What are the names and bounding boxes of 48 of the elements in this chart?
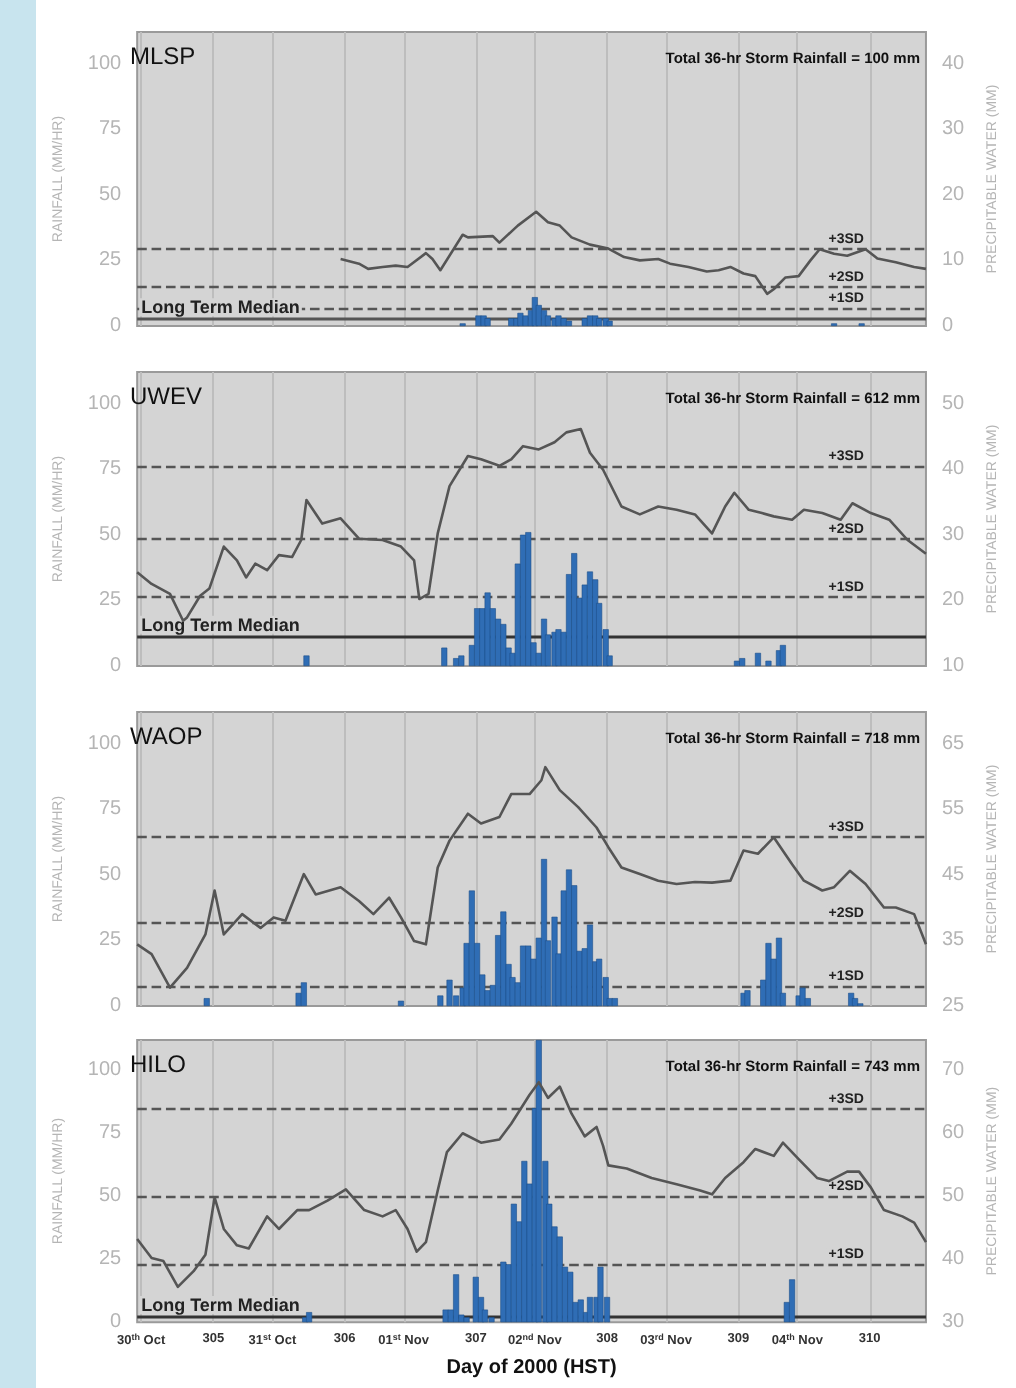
y-tick-label: 50 [98,523,123,546]
y-tick-label: 0 [110,315,123,337]
y-tick-label: 100 [87,392,123,415]
y2-tick-label: 10 [941,249,966,272]
y2-tick-label: 25 [941,995,966,1017]
y-tick-label: 0 [110,1311,123,1334]
chart-title: MLSP [130,42,196,70]
y-tick-label: 25 [98,929,123,952]
y2-tick-label: 40 [941,52,966,75]
y-tick-label: 75 [98,458,123,481]
y-tick-label: 75 [98,118,123,141]
y-tick-label: 75 [98,798,123,821]
y2-tick-label: 55 [941,798,966,821]
y2-tick-label: 40 [941,458,966,481]
y2-tick-label: 0 [941,315,954,337]
y-tick-label: 75 [98,1122,123,1145]
chart-title: UWEV [130,382,202,410]
ref-line-label: Long Term Median [141,297,300,318]
y2-tick-label: 20 [941,183,966,206]
y-tick-label: 100 [87,1059,123,1082]
ref-line-label: Long Term Median [141,1294,300,1315]
y2-tick-label: 50 [941,1185,966,1208]
y-tick-label: 25 [98,589,123,612]
text: HILO [130,1050,187,1078]
y-tick-label: 0 [110,995,123,1017]
y-tick-label: 25 [98,249,123,272]
y2-tick-label: 45 [941,863,966,886]
y2-tick-label: 35 [941,929,966,952]
y-tick-label: 100 [87,732,123,755]
y-tick-label: 0 [110,655,123,677]
y-tick-label: 25 [98,1248,123,1271]
y2-tick-label: 10 [941,655,966,677]
y2-tick-label: 65 [941,732,966,755]
y-tick-label: 50 [98,863,123,886]
y2-tick-label: 30 [941,118,966,141]
y-tick-label: 50 [98,183,123,206]
y2-tick-label: 30 [941,1311,966,1334]
y2-tick-label: 70 [941,1059,966,1082]
y2-tick-label: 50 [941,392,966,415]
x-axis-title: Day of 2000 (HST) [446,1357,617,1379]
y-tick-label: 100 [87,52,123,75]
y2-tick-label: 40 [941,1248,966,1271]
chart-title: WAOP [130,722,203,750]
y2-tick-label: 60 [941,1122,966,1145]
ref-line-label: Long Term Median [141,614,300,635]
y2-tick-label: 20 [941,589,966,612]
y-tick-label: 50 [98,1185,123,1208]
y2-tick-label: 30 [941,523,966,546]
